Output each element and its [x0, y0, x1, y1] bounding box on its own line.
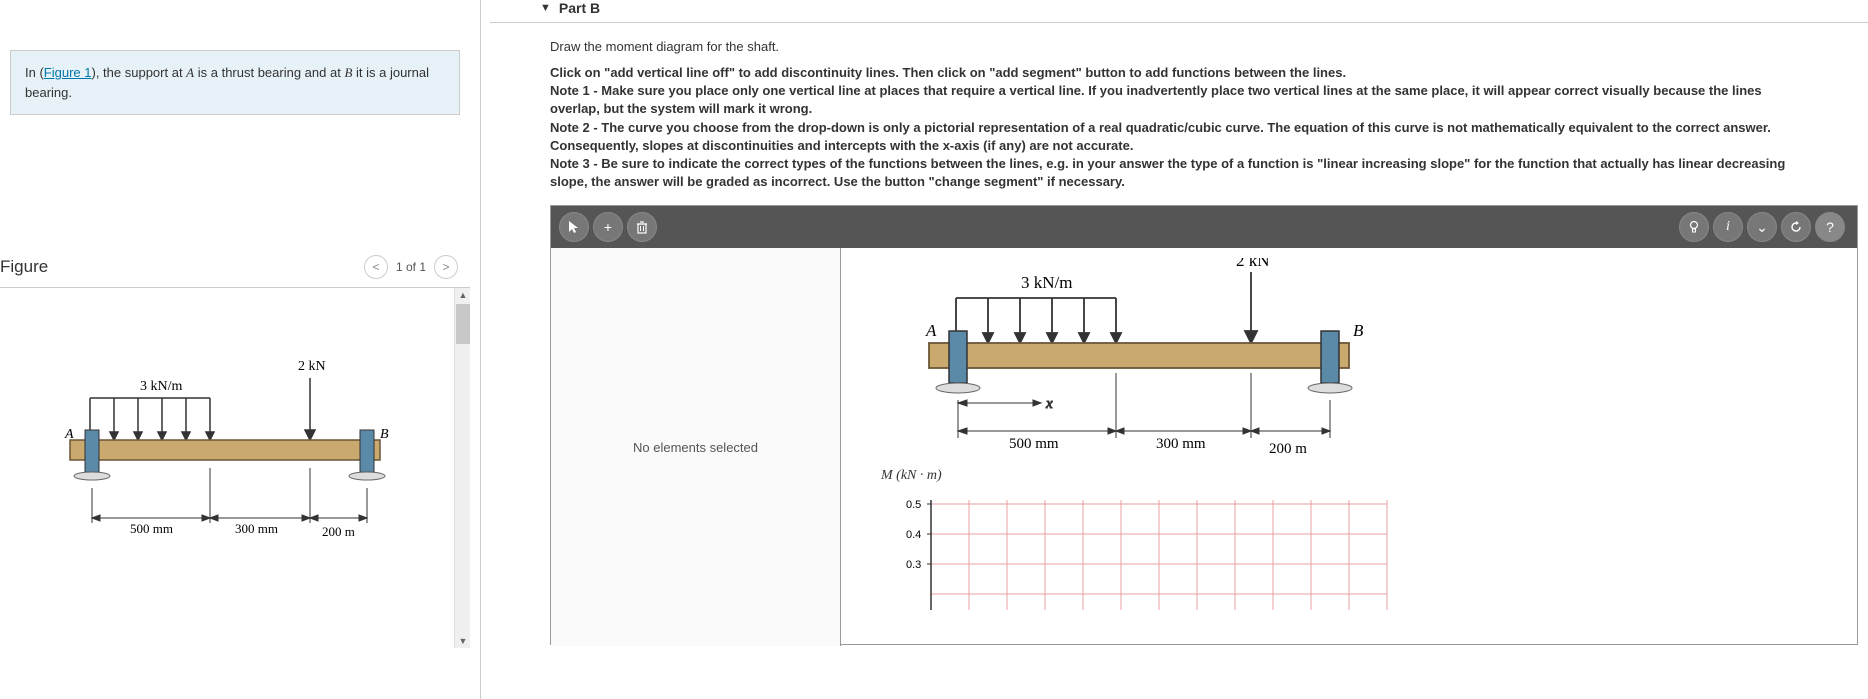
instruction-text: Draw the moment diagram for the shaft.: [550, 39, 1800, 54]
expand-button[interactable]: ⌄: [1747, 212, 1777, 242]
figure-title: Figure: [0, 257, 362, 277]
scroll-up-arrow[interactable]: ▲: [456, 288, 470, 302]
label-b-large: B: [1353, 321, 1364, 340]
label-b-small: B: [380, 427, 389, 442]
part-header[interactable]: ▼ Part B: [490, 0, 1868, 23]
point-load-label-large: 2 kN: [1236, 258, 1270, 270]
problem-text-2: is a thrust bearing and at: [194, 65, 344, 80]
reset-button[interactable]: [1781, 212, 1811, 242]
ytick-1: 0.4: [906, 529, 921, 541]
figure-link[interactable]: Figure 1: [44, 65, 92, 80]
scroll-down-arrow[interactable]: ▼: [456, 634, 470, 648]
info-button[interactable]: i: [1713, 212, 1743, 242]
no-selection-message: No elements selected: [633, 440, 758, 455]
drawing-toolbar: + i ⌄ ?: [551, 206, 1857, 248]
dim2-small: 300 mm: [235, 521, 278, 536]
problem-text-1: ), the support at: [92, 65, 187, 80]
figure-header: Figure < 1 of 1 >: [0, 255, 470, 288]
panel-divider: [480, 0, 481, 699]
help-button[interactable]: ?: [1815, 212, 1845, 242]
dim3-large: 200 m: [1269, 441, 1307, 457]
label-a-small: A: [64, 427, 74, 442]
point-load-label: 2 kN: [298, 359, 326, 374]
properties-panel: No elements selected: [551, 248, 841, 646]
dim1-small: 500 mm: [130, 521, 173, 536]
dim2-large: 300 mm: [1156, 436, 1206, 452]
delete-tool-button[interactable]: [627, 212, 657, 242]
part-title: Part B: [559, 0, 600, 16]
dist-load-label-large: 3 kN/m: [1021, 273, 1072, 292]
figure-scrollbar[interactable]: ▲ ▼: [454, 288, 470, 648]
figure-prev-button[interactable]: <: [364, 255, 388, 279]
label-a-large: A: [925, 321, 937, 340]
moment-y-label: M (kN · m): [881, 468, 1401, 484]
problem-statement: In (Figure 1), the support at A is a thr…: [10, 50, 460, 115]
dist-load-label: 3 kN/m: [140, 379, 183, 394]
dim1-large: 500 mm: [1009, 436, 1059, 452]
cursor-tool-button[interactable]: [559, 212, 589, 242]
figure-next-button[interactable]: >: [434, 255, 458, 279]
diagram-panel[interactable]: 3 kN/m 2 kN A B: [841, 248, 1857, 646]
figure-nav-label: 1 of 1: [396, 260, 426, 274]
ytick-0: 0.5: [906, 499, 921, 511]
beam-figure-large: 3 kN/m 2 kN A B: [881, 258, 1401, 458]
hint-button[interactable]: [1679, 212, 1709, 242]
problem-text-prefix: In (: [25, 65, 44, 80]
drawing-canvas: + i ⌄ ? No elements selected: [550, 205, 1858, 645]
dim3-small: 200 m: [322, 524, 355, 539]
instruction-notes: Click on "add vertical line off" to add …: [550, 64, 1800, 191]
add-tool-button[interactable]: +: [593, 212, 623, 242]
collapse-arrow-icon: ▼: [540, 2, 551, 14]
ytick-2: 0.3: [906, 559, 921, 571]
var-a: A: [186, 65, 194, 80]
x-label: x: [1045, 396, 1053, 412]
beam-figure-small: 3 kN/m 2 kN A B: [30, 358, 420, 578]
scroll-thumb[interactable]: [456, 304, 470, 344]
moment-chart-grid[interactable]: 0.5 0.4 0.3: [881, 490, 1401, 610]
